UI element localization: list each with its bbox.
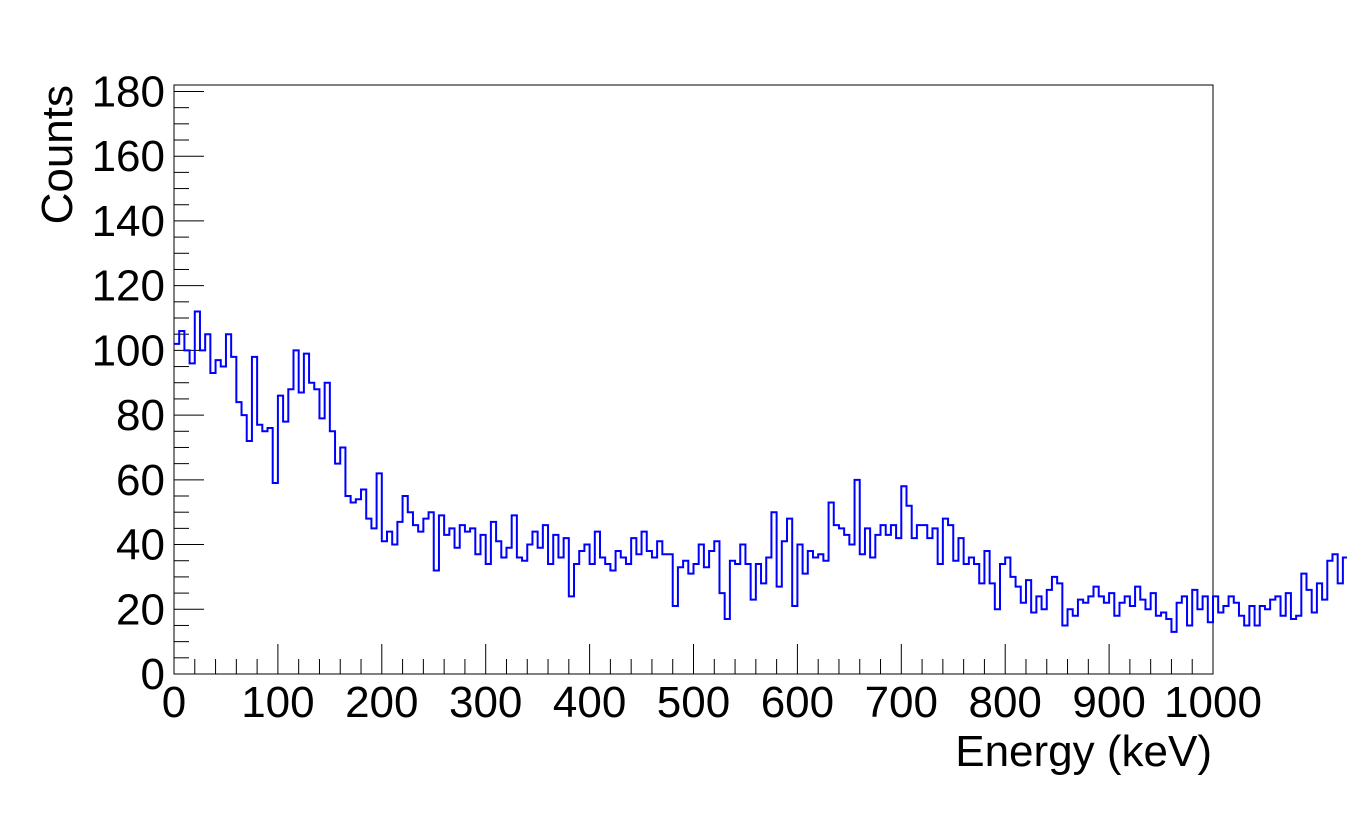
y-tick-label: 40 [116, 521, 165, 570]
x-tick-label: 0 [162, 678, 186, 727]
y-tick-label: 60 [116, 456, 165, 505]
x-tick-label: 700 [865, 678, 938, 727]
histogram-series-line [174, 310, 1347, 633]
x-tick-label: 1000 [1164, 678, 1262, 727]
x-tick-label: 400 [553, 678, 626, 727]
x-tick-label: 500 [657, 678, 730, 727]
x-tick-label: 100 [241, 678, 314, 727]
y-tick-label: 80 [116, 391, 165, 440]
y-tick-label: 180 [92, 67, 165, 116]
y-axis-tick-labels: 0 20 40 60 80 100 120 140 160 180 [92, 67, 165, 699]
x-axis-tick-labels: 0 100 200 300 400 500 600 700 800 900 1000 [162, 678, 1262, 727]
y-tick-label: 160 [92, 132, 165, 181]
x-axis-title: Energy (keV) [955, 727, 1212, 776]
x-tick-label: 200 [345, 678, 418, 727]
x-tick-label: 300 [449, 678, 522, 727]
y-tick-label: 20 [116, 585, 165, 634]
y-tick-label: 140 [92, 197, 165, 246]
y-axis-ticks [174, 90, 204, 675]
x-tick-label: 800 [968, 678, 1041, 727]
x-tick-label: 900 [1072, 678, 1145, 727]
y-tick-label: 100 [92, 326, 165, 375]
y-tick-label: 120 [92, 262, 165, 311]
x-tick-label: 600 [761, 678, 834, 727]
y-tick-label: 0 [141, 650, 165, 699]
y-axis-title: Counts [33, 85, 82, 224]
x-axis-ticks [173, 644, 1214, 674]
